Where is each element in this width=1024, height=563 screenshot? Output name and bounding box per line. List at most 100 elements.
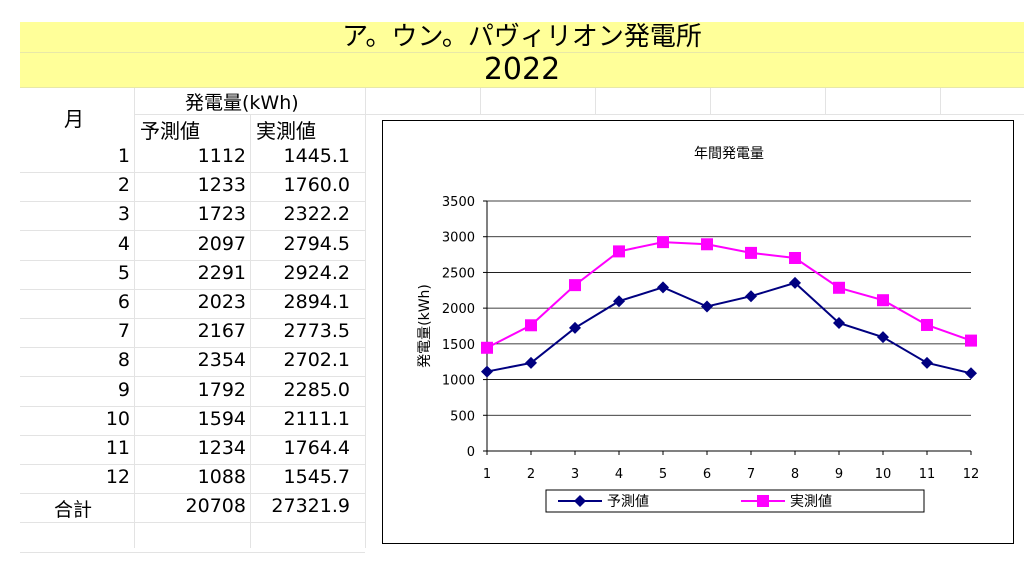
plot-area (487, 201, 971, 451)
actual-cell: 2794.5 (283, 232, 350, 255)
y-tick-label: 2000 (442, 302, 475, 317)
y-tick-label: 2500 (442, 266, 475, 281)
month-cell: 11 (105, 437, 130, 459)
month-cell: 9 (117, 378, 130, 401)
legend-box (545, 489, 925, 513)
data-point (745, 290, 757, 303)
actual-cell: 2924.2 (283, 261, 350, 284)
data-point (569, 279, 581, 292)
y-tick-label: 1000 (442, 374, 475, 389)
forecast-cell: 2354 (197, 349, 246, 372)
data-point (965, 367, 977, 380)
total-actual: 27321.9 (271, 495, 350, 517)
legend-marker (757, 495, 769, 507)
month-cell: 8 (117, 349, 130, 372)
y-tick-label: 1500 (442, 338, 475, 353)
data-point (657, 236, 669, 249)
data-point (481, 365, 493, 378)
x-tick-label: 9 (835, 467, 843, 482)
forecast-cell: 2097 (197, 232, 246, 255)
actual-cell: 2285.0 (283, 378, 350, 401)
x-tick-label: 8 (791, 467, 799, 482)
x-tick-label: 4 (615, 467, 623, 482)
month-cell: 6 (117, 291, 130, 313)
data-point (525, 319, 537, 332)
actual-cell: 1445.1 (283, 145, 350, 167)
data-point (921, 318, 933, 331)
legend-label: 予測値 (607, 494, 649, 510)
spreadsheet-grid (20, 88, 1024, 553)
y-tick-label: 0 (467, 445, 475, 460)
forecast-cell: 2291 (197, 261, 246, 284)
month-cell: 4 (117, 232, 130, 255)
forecast-cell: 1594 (197, 407, 246, 430)
legend-label: 実測値 (790, 494, 832, 510)
total-label: 合計 (54, 499, 93, 521)
legend-marker (574, 495, 586, 507)
sheet-year: 2022 (20, 53, 1024, 88)
actual-cell: 1545.7 (283, 466, 350, 489)
actual-cell: 2894.1 (283, 291, 350, 313)
sheet-title: ア。ウン。パヴィリオン発電所 (20, 22, 1024, 53)
x-tick-label: 10 (875, 467, 892, 482)
forecast-cell: 2167 (197, 320, 246, 343)
data-point (701, 300, 713, 313)
x-tick-label: 2 (527, 467, 535, 482)
total-forecast: 20708 (185, 495, 246, 517)
forecast-cell: 1233 (197, 174, 246, 197)
x-tick-label: 6 (703, 467, 711, 482)
x-tick-label: 12 (963, 467, 980, 482)
x-tick-label: 11 (919, 467, 936, 482)
y-tick-label: 3000 (442, 231, 475, 246)
y-tick-label: 500 (450, 409, 475, 424)
data-point (789, 276, 801, 289)
data-point (613, 295, 625, 308)
data-point (613, 245, 625, 258)
actual-cell: 2111.1 (283, 407, 350, 430)
actual-cell: 2322.2 (283, 203, 350, 226)
data-point (745, 246, 757, 259)
month-cell: 2 (117, 174, 130, 197)
header-generation: 発電量(kWh) (185, 92, 299, 114)
month-cell: 10 (105, 407, 130, 430)
data-point (965, 334, 977, 347)
month-cell: 3 (117, 203, 130, 226)
month-cell: 5 (117, 261, 130, 284)
forecast-cell: 2023 (197, 291, 246, 313)
data-point (481, 341, 493, 354)
data-point (525, 356, 537, 369)
header-forecast: 予測値 (140, 119, 200, 143)
actual-cell: 2702.1 (283, 349, 350, 372)
x-tick-label: 7 (747, 467, 755, 482)
data-point (877, 331, 889, 344)
chart-title: 年間発電量 (694, 146, 764, 162)
series-line-forecast (486, 281, 972, 375)
series-line-actual (486, 241, 972, 349)
month-cell: 12 (105, 466, 130, 489)
forecast-cell: 1723 (197, 203, 246, 226)
x-tick-label: 5 (659, 467, 667, 482)
forecast-cell: 1112 (197, 145, 246, 167)
y-tick-label: 3500 (442, 195, 475, 210)
data-point (789, 251, 801, 264)
data-point (921, 356, 933, 369)
actual-cell: 2773.5 (283, 320, 350, 343)
annual-generation-chart[interactable]: 年間発電量 0 500 1000 1500 2000 2500 3000 3500 1 2 3 4 5 6 7… (382, 120, 1014, 544)
header-month: 月 (64, 107, 84, 131)
x-tick-label: 1 (483, 467, 491, 482)
data-point (701, 238, 713, 251)
forecast-cell: 1234 (197, 437, 246, 459)
forecast-cell: 1088 (197, 466, 246, 489)
forecast-cell: 1792 (197, 378, 246, 401)
data-point (569, 321, 581, 334)
data-point (833, 281, 845, 294)
data-point (657, 281, 669, 294)
x-tick-label: 3 (571, 467, 579, 482)
header-actual: 実測値 (256, 119, 316, 143)
month-cell: 1 (117, 145, 130, 167)
data-point (833, 317, 845, 329)
month-cell: 7 (117, 320, 130, 343)
y-axis-label: 発電量(kWh) (417, 284, 433, 368)
data-point (877, 294, 889, 307)
